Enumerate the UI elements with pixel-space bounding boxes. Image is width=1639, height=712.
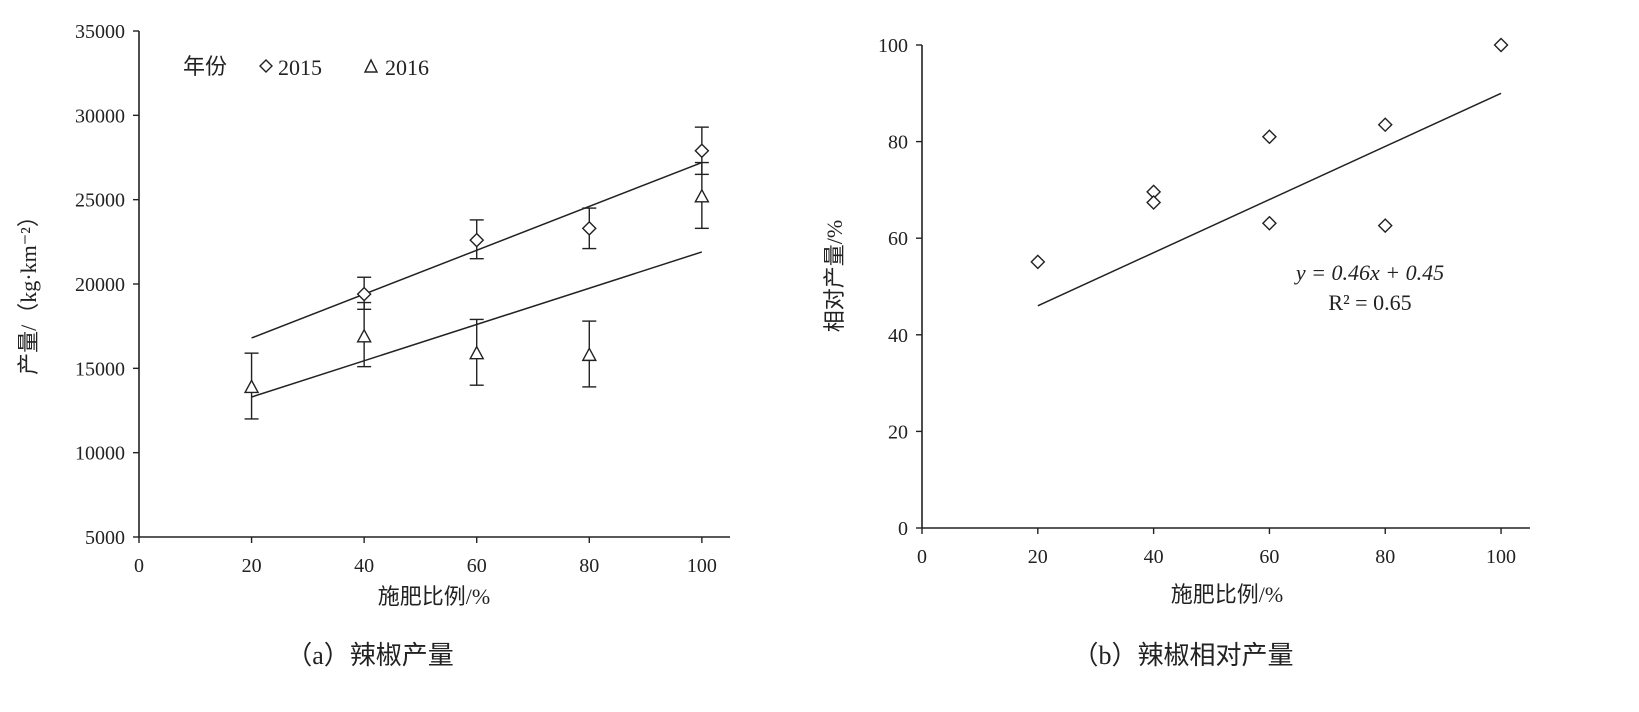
panel-b-marks [1030, 37, 1509, 307]
y-tick-label: 25000 [75, 190, 125, 212]
panel-a-marks [243, 126, 710, 420]
x-tick-label: 60 [1259, 546, 1279, 568]
legend-triangle-icon [363, 58, 379, 73]
x-tick-label: 80 [579, 555, 599, 577]
panel-b-caption: （b）辣椒相对产量 [1072, 641, 1293, 670]
regression-equation: y = 0.46x + 0.45 [1294, 260, 1444, 285]
data-point-triangle [581, 346, 597, 362]
x-tick-label: 20 [1028, 546, 1048, 568]
data-point-diamond [1493, 37, 1509, 53]
data-point-diamond [1377, 117, 1393, 133]
r-squared: R² = 0.65 [1328, 290, 1411, 315]
y-tick-label: 100 [878, 35, 908, 57]
data-point-triangle [694, 188, 710, 203]
data-point-triangle [243, 378, 260, 394]
trend-line [1037, 92, 1502, 307]
y-tick-label: 0 [898, 518, 908, 540]
panel-a-caption: （a）辣椒产量 [286, 641, 454, 670]
data-point-diamond [581, 220, 597, 236]
y-tick-label: 60 [888, 228, 908, 250]
x-tick-label: 40 [354, 555, 374, 577]
x-tick-label: 100 [1486, 546, 1516, 568]
data-point-diamond [1377, 218, 1393, 234]
y-tick-label: 20 [888, 421, 908, 443]
panel-b-ticks: 0 20 40 60 80 100 0 20 40 60 80 100 [878, 35, 1516, 568]
x-tick-label: 40 [1144, 546, 1164, 568]
legend: 年份 2015 2016 [183, 54, 429, 80]
data-point-diamond [1261, 215, 1277, 231]
data-point-triangle [469, 345, 485, 360]
y-tick-label: 10000 [75, 443, 125, 465]
x-tick-label: 80 [1375, 546, 1395, 568]
x-tick-label: 0 [917, 546, 927, 568]
legend-label-2015: 2015 [278, 55, 322, 80]
y-tick-label: 80 [888, 132, 908, 154]
y-tick-label: 30000 [75, 105, 125, 127]
x-tick-label: 100 [687, 555, 717, 577]
x-tick-label: 0 [134, 555, 144, 577]
data-point-diamond [469, 232, 485, 248]
data-point-diamond [1030, 254, 1046, 270]
panel-a: 0 20 40 60 80 100 5000 10000 15000 20000 25000 3000… [16, 21, 730, 670]
y-tick-label: 5000 [85, 527, 125, 549]
x-tick-label: 20 [242, 555, 262, 577]
y-tick-label: 40 [888, 325, 908, 347]
data-point-triangle [356, 328, 372, 343]
data-point-diamond [356, 286, 372, 302]
panel-b-y-label: 相对产量/% [822, 220, 847, 332]
x-tick-label: 60 [467, 555, 487, 577]
y-tick-label: 20000 [75, 274, 125, 296]
legend-diamond-icon [259, 59, 273, 73]
panel-a-y-label: 产量/（kg·km⁻²） [16, 205, 41, 375]
data-point-diamond [694, 143, 710, 159]
panel-a-x-label: 施肥比例/% [378, 584, 490, 609]
y-tick-label: 35000 [75, 21, 125, 43]
legend-title: 年份 [183, 54, 227, 79]
y-tick-label: 15000 [75, 358, 125, 380]
data-point-diamond [1146, 194, 1162, 210]
panel-b-x-label: 施肥比例/% [1171, 582, 1283, 607]
panel-b: 0 20 40 60 80 100 0 20 40 60 80 100 施肥比例/% 相对产量/% （… [822, 35, 1530, 670]
panel-a-ticks: 0 20 40 60 80 100 5000 10000 15000 20000 25000 3000… [75, 21, 717, 577]
legend-label-2016: 2016 [385, 55, 429, 80]
data-point-diamond [1261, 129, 1277, 145]
